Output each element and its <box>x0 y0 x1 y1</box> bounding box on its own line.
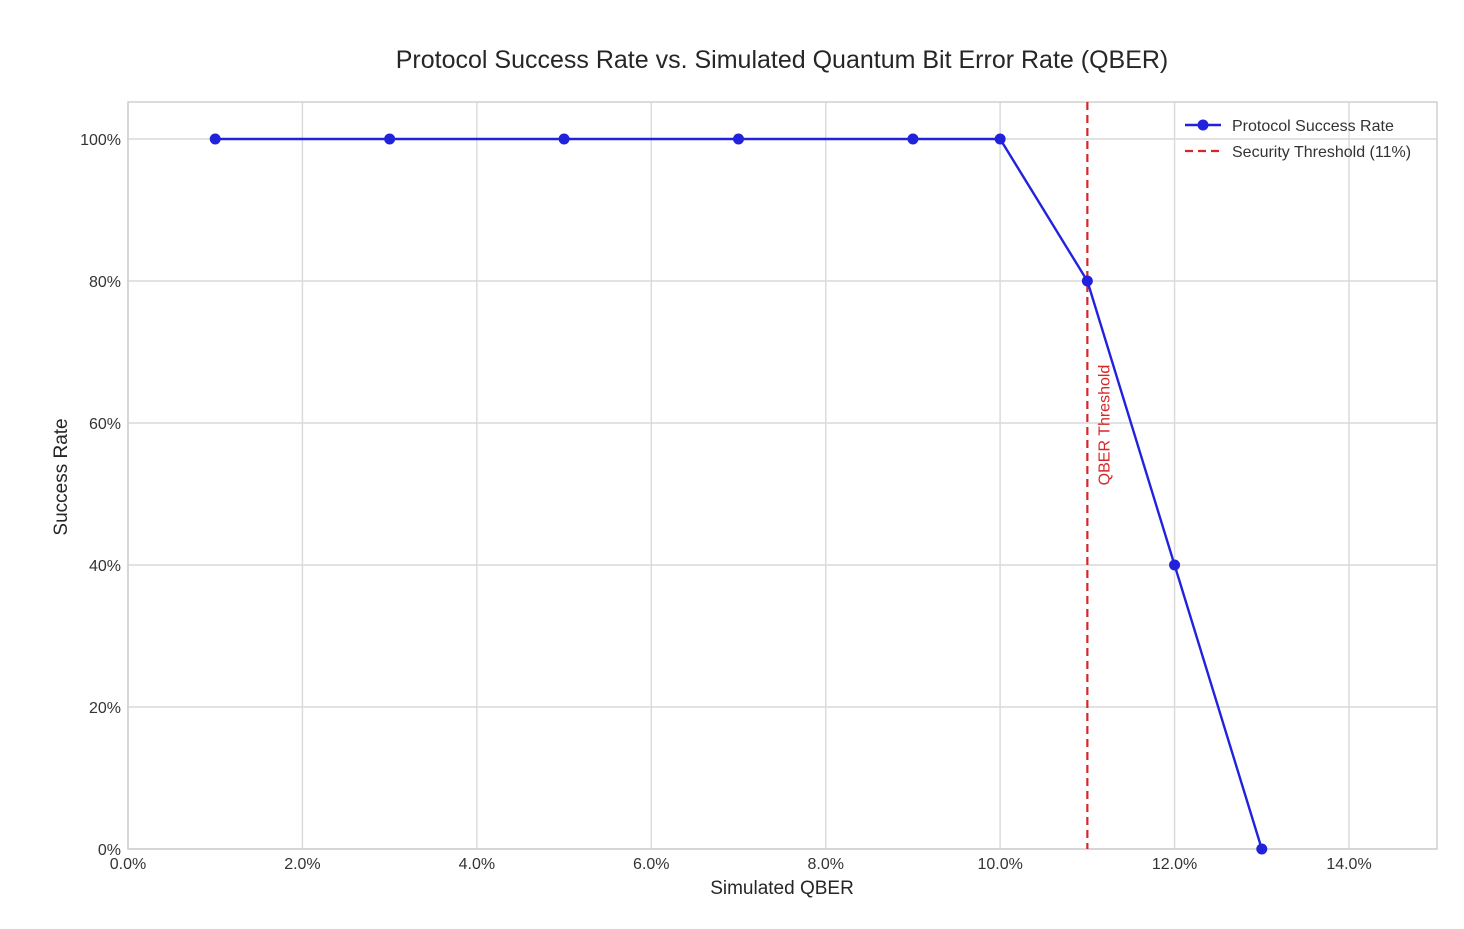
data-point-marker <box>733 133 744 145</box>
axes-frame <box>127 101 1438 850</box>
x-tick-label: 12.0% <box>1152 856 1197 873</box>
x-axis-label: Simulated QBER <box>710 878 854 899</box>
axes-background <box>128 102 1437 849</box>
x-tick-label: 0.0% <box>110 856 146 873</box>
y-tick-label: 20% <box>89 700 121 717</box>
y-tick-label: 80% <box>89 274 121 291</box>
x-tick-label: 10.0% <box>977 856 1022 873</box>
data-point-marker <box>558 133 570 145</box>
data-point-marker <box>994 133 1006 145</box>
data-point-marker <box>1081 275 1093 287</box>
legend-label: Security Threshold (11%) <box>1232 144 1411 161</box>
x-tick-label: 2.0% <box>284 856 320 873</box>
y-tick-label: 40% <box>89 558 121 575</box>
x-tick-label: 6.0% <box>633 856 669 873</box>
data-point-marker <box>1169 559 1181 571</box>
chart-title: Protocol Success Rate vs. Simulated Quan… <box>396 46 1169 74</box>
data-point-marker <box>1256 843 1268 855</box>
legend-marker-icon <box>1197 119 1209 131</box>
y-tick-label: 0% <box>98 842 121 859</box>
data-point-marker <box>209 133 221 145</box>
data-point-marker <box>384 133 396 145</box>
x-tick-label: 4.0% <box>459 856 495 873</box>
threshold-annotation: QBER Threshold <box>1096 365 1113 486</box>
legend: Protocol Success Rate Security Threshold … <box>1185 118 1411 161</box>
data-point-marker <box>907 133 919 145</box>
legend-label: Protocol Success Rate <box>1232 118 1394 135</box>
y-tick-label: 100% <box>80 132 121 149</box>
x-tick-label: 8.0% <box>807 856 843 873</box>
y-tick-label: 60% <box>89 416 121 433</box>
plot-area: 0.0% 2.0% 4.0% 6.0% 8.0% 10.0% 12.0% 14.0% 0% 20%… <box>80 101 1438 873</box>
x-tick-label: 14.0% <box>1326 856 1371 873</box>
y-axis-label: Success Rate <box>51 418 72 535</box>
